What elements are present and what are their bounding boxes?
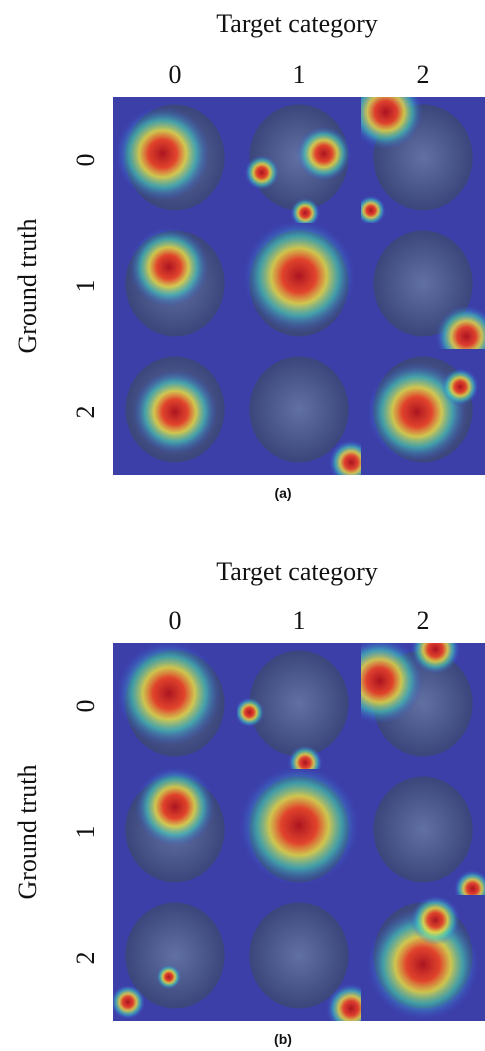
row-label: 0 bbox=[71, 700, 100, 713]
heatmap-cell bbox=[237, 895, 376, 1033]
row-label: 2 bbox=[71, 406, 100, 419]
activation bbox=[117, 641, 221, 745]
panel-title: Target category bbox=[216, 557, 378, 586]
row-label: 1 bbox=[71, 826, 100, 839]
heatmap-cell bbox=[111, 895, 237, 1021]
row-label: 2 bbox=[71, 952, 100, 965]
column-label: 0 bbox=[169, 606, 182, 635]
heatmap-cell bbox=[237, 766, 361, 895]
activation bbox=[243, 220, 355, 332]
activation bbox=[244, 155, 279, 190]
caption: (a) bbox=[274, 485, 291, 501]
heatmap-cell bbox=[113, 641, 237, 769]
heatmap-cell bbox=[113, 97, 237, 223]
caption: (b) bbox=[274, 1031, 292, 1047]
panel-title: Target category bbox=[216, 9, 378, 38]
heatmap-cell bbox=[361, 895, 485, 1021]
activation bbox=[411, 895, 461, 945]
activation bbox=[115, 107, 209, 201]
activation bbox=[135, 767, 214, 846]
activation bbox=[133, 370, 217, 454]
column-label: 2 bbox=[417, 606, 430, 635]
heatmap-cell bbox=[361, 349, 485, 475]
activation bbox=[156, 965, 181, 990]
heatmap-cell bbox=[235, 643, 361, 780]
column-label: 1 bbox=[293, 606, 306, 635]
activation bbox=[297, 126, 352, 181]
activation bbox=[235, 697, 265, 727]
heatmap-cell bbox=[113, 767, 237, 895]
column-label: 2 bbox=[417, 60, 430, 89]
leaf bbox=[249, 651, 348, 757]
row-label: 1 bbox=[71, 280, 100, 293]
activation bbox=[111, 985, 146, 1020]
figure: Target category 0 1 2 0 1 2 Ground truth (a) Targ… bbox=[0, 0, 485, 1051]
activation bbox=[239, 766, 358, 885]
heatmap-cell bbox=[113, 349, 237, 475]
leaf bbox=[373, 777, 472, 883]
heatmap-cell bbox=[237, 349, 373, 485]
y-axis-label: Ground truth bbox=[13, 218, 42, 353]
heatmap-cell bbox=[361, 223, 485, 367]
row-label: 0 bbox=[71, 154, 100, 167]
leaf bbox=[249, 357, 348, 463]
heatmap-cell bbox=[237, 97, 361, 228]
activation bbox=[442, 368, 479, 405]
heatmap-cell bbox=[237, 220, 361, 349]
y-axis-label: Ground truth bbox=[13, 764, 42, 899]
heatmap-cell bbox=[349, 75, 485, 225]
column-label: 0 bbox=[169, 60, 182, 89]
column-label: 1 bbox=[293, 60, 306, 89]
heatmap-cell bbox=[361, 769, 485, 907]
heatmap-cell bbox=[113, 223, 237, 349]
activation bbox=[129, 227, 208, 306]
